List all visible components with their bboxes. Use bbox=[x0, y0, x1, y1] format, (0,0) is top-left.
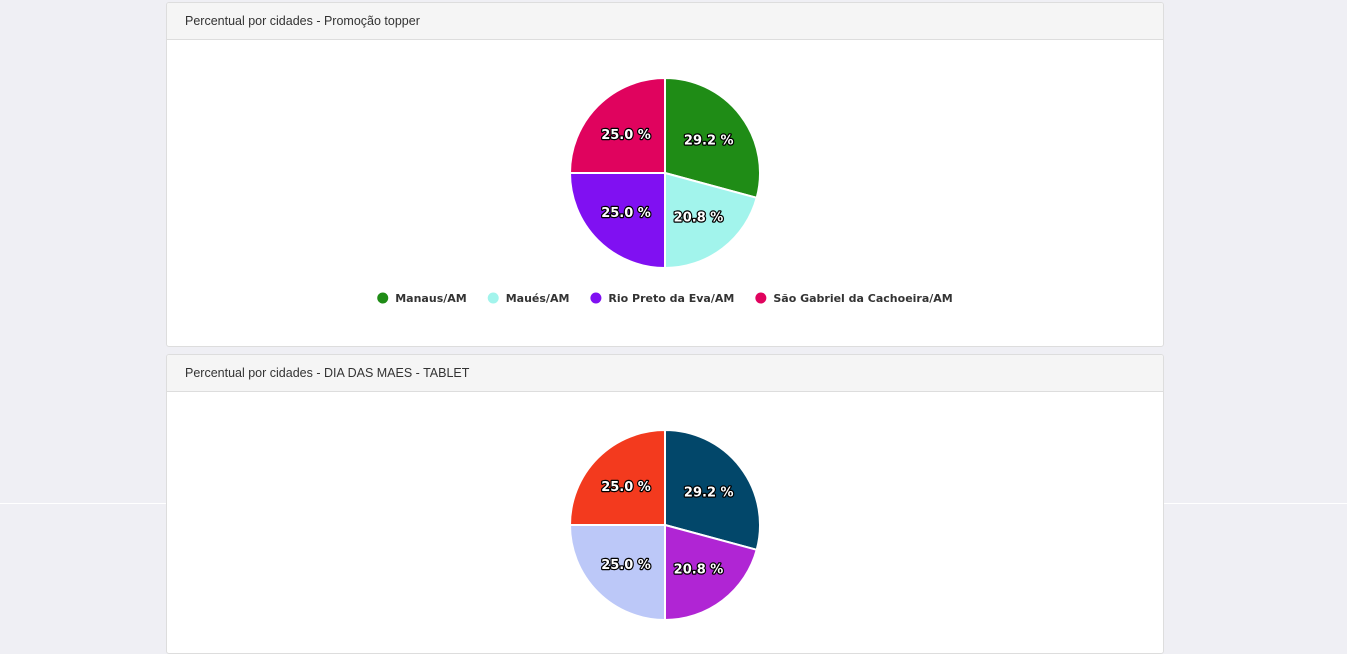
data-label: 20.8 % bbox=[674, 563, 724, 578]
chart-panel-promocao-topper: Percentual por cidades - Promoção topper… bbox=[166, 2, 1164, 347]
legend-item-maues-am[interactable]: Maués/AM bbox=[487, 292, 570, 305]
legend-item-sao-gabriel-da-cachoeira-am[interactable]: São Gabriel da Cachoeira/AM bbox=[755, 292, 953, 305]
pie-chart-dia-das-maes: 29.2 % 20.8 % 25.0 % 25.0 % bbox=[569, 429, 761, 621]
chart-panel-dia-das-maes: Percentual por cidades - DIA DAS MAES - … bbox=[166, 354, 1164, 654]
pie-labels: 29.2 % 20.8 % 25.0 % 25.0 % bbox=[600, 127, 735, 227]
pie-chart-promocao-topper: 29.2 % 20.8 % 25.0 % 25.0 % Manaus/AM Maués/A… bbox=[377, 77, 953, 305]
pie-slice-manaus-am[interactable] bbox=[664, 77, 761, 199]
data-label: 29.2 % bbox=[684, 134, 734, 149]
legend-item-rio-preto-da-eva-am[interactable]: Rio Preto da Eva/AM bbox=[590, 292, 734, 305]
chart-legend: Manaus/AM Maués/AM Rio Preto da Eva/AM São … bbox=[377, 292, 953, 305]
pie-slice-sao-gabriel-da-cachoeira-am[interactable] bbox=[569, 77, 666, 174]
legend-marker bbox=[487, 292, 499, 304]
legend-label: Rio Preto da Eva/AM bbox=[608, 292, 734, 305]
pie-slice-slice-3[interactable] bbox=[569, 524, 666, 621]
legend-label: Maués/AM bbox=[506, 292, 570, 305]
legend-label: São Gabriel da Cachoeira/AM bbox=[773, 292, 952, 305]
pie-slice-slice-4[interactable] bbox=[569, 429, 666, 526]
legend-marker bbox=[377, 292, 389, 304]
pie-slice-maues-am[interactable] bbox=[664, 172, 758, 269]
data-label: 20.8 % bbox=[674, 211, 724, 226]
panel-title: Percentual por cidades - DIA DAS MAES - … bbox=[167, 355, 1163, 392]
data-label: 25.0 % bbox=[601, 480, 651, 495]
legend-marker bbox=[755, 292, 767, 304]
legend-marker bbox=[590, 292, 602, 304]
legend-label: Manaus/AM bbox=[395, 292, 466, 305]
pie-slices bbox=[569, 429, 761, 621]
panel-title: Percentual por cidades - Promoção topper bbox=[167, 3, 1163, 40]
data-label: 25.0 % bbox=[601, 558, 651, 573]
data-label: 25.0 % bbox=[601, 128, 651, 143]
pie-slice-slice-1[interactable] bbox=[664, 429, 761, 551]
pie-slice-rio-preto-da-eva-am[interactable] bbox=[569, 172, 666, 269]
data-label: 29.2 % bbox=[684, 486, 734, 501]
legend-item-manaus-am[interactable]: Manaus/AM bbox=[377, 292, 467, 305]
pie-slices bbox=[569, 77, 761, 269]
pie-slice-slice-2[interactable] bbox=[664, 524, 758, 621]
pie-labels: 29.2 % 20.8 % 25.0 % 25.0 % bbox=[600, 479, 735, 579]
data-label: 25.0 % bbox=[601, 206, 651, 221]
